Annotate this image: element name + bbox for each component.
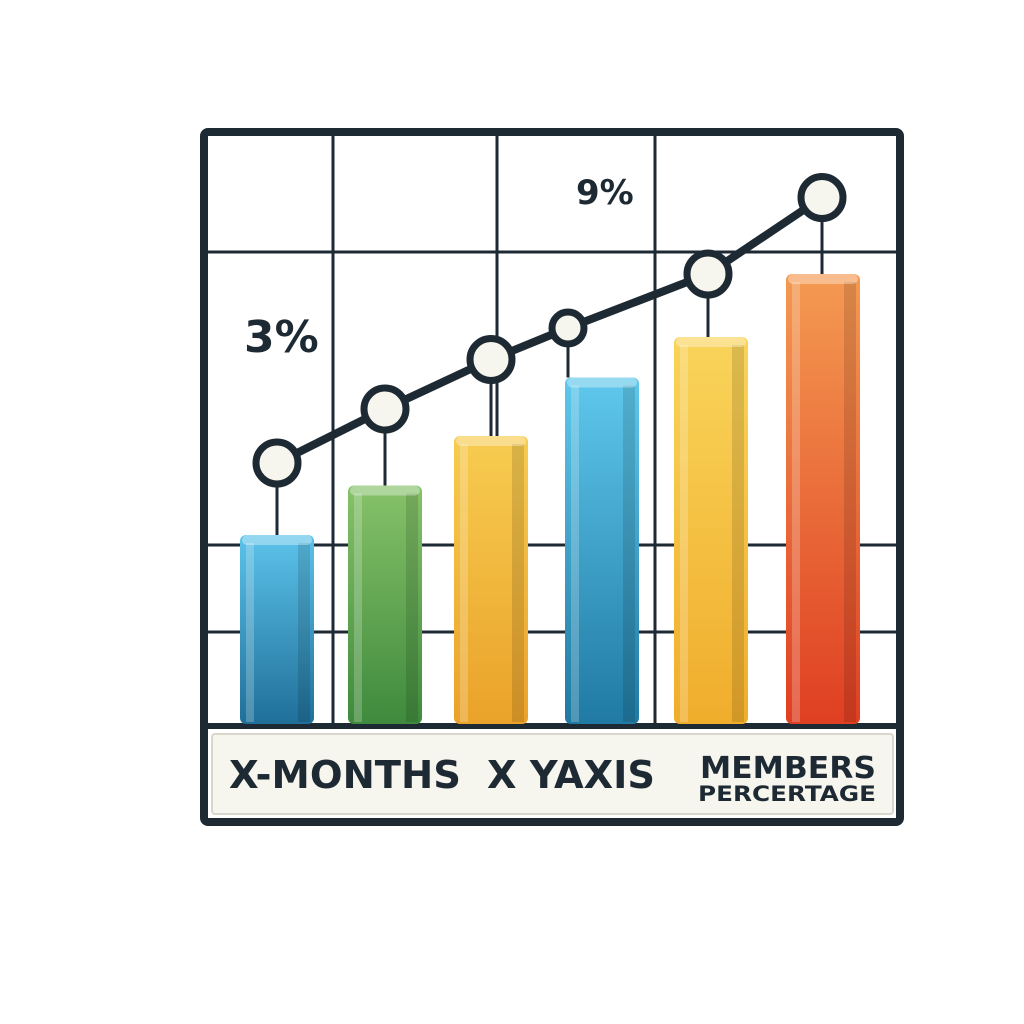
data-labels: 3% 9% <box>244 173 634 363</box>
footer-left-label: X-MONTHS <box>229 753 461 797</box>
trend-point-2 <box>466 335 516 384</box>
footer-band <box>211 733 894 815</box>
data-label-0: 3% <box>244 312 319 363</box>
trend-point-3 <box>548 308 588 348</box>
trend-points <box>252 173 847 488</box>
bar-0 <box>240 535 314 724</box>
footer-right-bottom-label: PERCERTAGE <box>698 782 876 806</box>
trend-point-1 <box>360 384 410 434</box>
trend-point-0 <box>252 438 302 488</box>
footer-right-top-label: MEMBERS <box>700 751 876 786</box>
trend-point-5 <box>797 173 847 222</box>
bar-1 <box>348 485 422 724</box>
bars <box>240 274 860 724</box>
data-label-1: 9% <box>576 173 634 213</box>
bar-3 <box>565 377 639 724</box>
footer-middle-label: X YAXIS <box>487 753 655 797</box>
trend-point-4 <box>683 249 733 299</box>
bar-5 <box>786 274 860 724</box>
chart-frame <box>200 128 904 826</box>
bar-2 <box>454 436 528 724</box>
bar-4 <box>674 337 748 724</box>
